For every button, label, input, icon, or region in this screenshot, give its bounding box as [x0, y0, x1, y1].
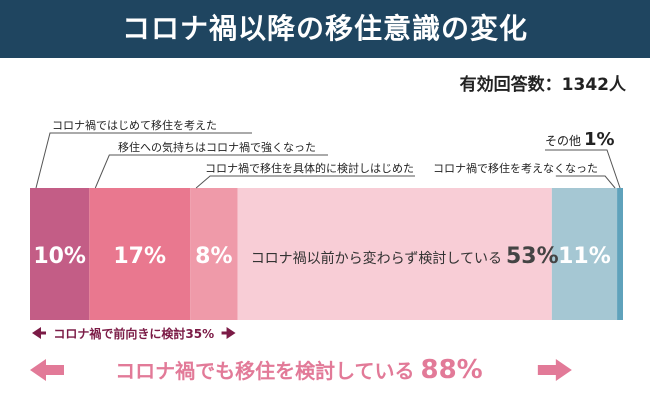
leader-line-1 — [35, 132, 252, 189]
bar-segment-1 — [30, 188, 90, 320]
segment-4-label: コロナ禍以前から変わらず検討している 53% — [251, 244, 559, 269]
bar-segment-6 — [617, 188, 623, 320]
leader-line-6 — [545, 149, 621, 189]
callout-label-5: コロナ禍で移住を考えなくなった — [433, 161, 598, 175]
segment-3-value: 8% — [195, 244, 232, 269]
bracket-small-label: コロナ禍で前向きに検討35% — [53, 326, 214, 341]
bar-segment-3 — [190, 188, 238, 320]
bar-segment-4 — [237, 188, 552, 320]
bracket-small-label-bg — [46, 325, 222, 341]
segment-5-value: 11% — [558, 244, 611, 269]
bracket-small-left-arrow — [32, 327, 41, 339]
bracket-big-right-arrow — [537, 359, 572, 381]
bracket-big-left-arrow — [30, 359, 64, 381]
leader-line-2 — [94, 154, 328, 189]
callout-label-6: その他 1% — [545, 129, 615, 150]
callout-label-2: 移住への気持ちはコロナ禍で強くなった — [118, 140, 316, 154]
bar-segment-2 — [89, 188, 191, 320]
callout-label-1: コロナ禍ではじめて移住を考えた — [52, 118, 217, 132]
segment-2-value: 17% — [113, 244, 166, 269]
respondent-count: 有効回答数：1342人 — [459, 75, 626, 95]
page-title: コロナ禍以降の移住意識の変化 — [0, 0, 650, 58]
bracket-small-right-arrow — [226, 327, 236, 339]
leader-line-5 — [555, 175, 616, 189]
segment-1-value: 10% — [33, 244, 86, 269]
bracket-big-label: コロナ禍でも移住を検討している 88% — [115, 355, 483, 385]
callout-label-3: コロナ禍で移住を具体的に検討しはじめた — [205, 161, 414, 175]
leader-line-3 — [195, 175, 415, 189]
bar-segment-5 — [551, 188, 618, 320]
